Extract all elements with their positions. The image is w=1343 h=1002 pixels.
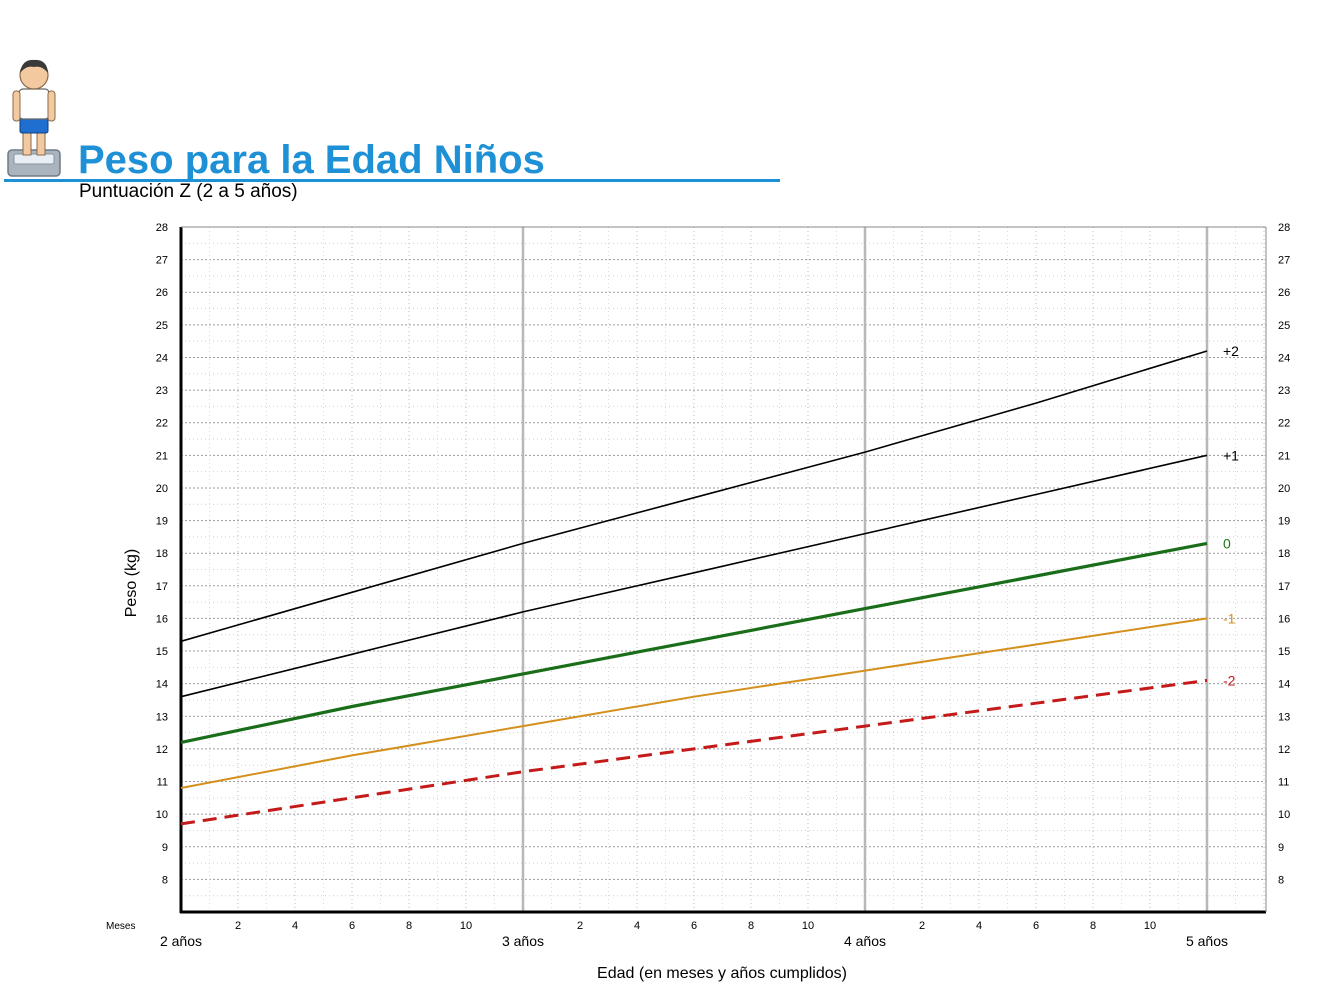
month-tick-label: 2 <box>577 920 583 932</box>
month-tick-label: 4 <box>976 920 982 932</box>
y-tick-label: 26 <box>156 287 168 299</box>
y-tick-label: 20 <box>156 483 168 495</box>
y-tick-label: 25 <box>156 320 168 332</box>
series-label: -1 <box>1223 610 1236 626</box>
y-tick-label-right: 14 <box>1278 679 1290 691</box>
month-tick-label: 2 <box>919 920 925 932</box>
y-tick-label-right: 27 <box>1278 255 1290 267</box>
y-axis-label: Peso (kg) <box>123 549 140 617</box>
y-tick-label-right: 20 <box>1278 483 1290 495</box>
y-tick-label: 21 <box>156 450 168 462</box>
series-label: +1 <box>1223 447 1239 463</box>
y-tick-label-right: 23 <box>1278 385 1290 397</box>
month-tick-label: 8 <box>1090 920 1096 932</box>
y-tick-label-right: 12 <box>1278 744 1290 756</box>
y-tick-label: 24 <box>156 352 168 364</box>
x-axis-label: Edad (en meses y años cumplidos) <box>597 965 847 982</box>
y-tick-label-right: 22 <box>1278 418 1290 430</box>
year-tick-label: 3 años <box>502 933 544 949</box>
y-tick-label-right: 13 <box>1278 711 1290 723</box>
y-tick-label: 10 <box>156 809 168 821</box>
y-tick-label-right: 11 <box>1278 777 1289 789</box>
y-tick-label: 22 <box>156 418 168 430</box>
year-tick-label: 2 años <box>160 933 202 949</box>
y-tick-label: 15 <box>156 646 168 658</box>
month-tick-label: 10 <box>1144 920 1156 932</box>
month-tick-label: 6 <box>349 920 355 932</box>
y-tick-label-right: 21 <box>1278 450 1290 462</box>
month-tick-label: 8 <box>748 920 754 932</box>
series-label: -2 <box>1223 672 1236 688</box>
year-tick-label: 5 años <box>1186 933 1228 949</box>
page-title: Peso para la Edad Niños <box>78 138 545 182</box>
series-line-4 <box>180 678 1208 826</box>
chart-labels: 8 8 9 9 10 10 11 11 12 12 13 13 14 14 15 15 16 16 17 17 18 18… <box>156 222 1291 949</box>
y-tick-label-right: 9 <box>1278 842 1284 854</box>
chart-grid <box>179 226 1266 913</box>
series-line-3 <box>180 617 1208 789</box>
y-tick-label: 12 <box>156 744 168 756</box>
y-tick-label-right: 28 <box>1278 222 1290 234</box>
y-tick-label: 16 <box>156 613 168 625</box>
y-tick-label-right: 19 <box>1278 516 1290 528</box>
y-tick-label-right: 15 <box>1278 646 1290 658</box>
y-tick-label: 8 <box>162 874 168 886</box>
month-tick-label: 4 <box>292 920 298 932</box>
month-tick-label: 6 <box>1033 920 1039 932</box>
page-subtitle: Puntuación Z (2 a 5 años) <box>79 181 298 202</box>
series-line-2 <box>180 541 1208 744</box>
y-tick-label-right: 10 <box>1278 809 1290 821</box>
y-tick-label: 17 <box>156 581 168 593</box>
y-tick-label: 9 <box>162 842 168 854</box>
y-tick-label: 19 <box>156 516 168 528</box>
y-tick-label: 28 <box>156 222 168 234</box>
y-tick-label-right: 24 <box>1278 352 1290 364</box>
y-tick-label: 23 <box>156 385 168 397</box>
y-tick-label: 27 <box>156 255 168 267</box>
month-tick-label: 6 <box>691 920 697 932</box>
title-underline <box>4 179 780 182</box>
y-tick-label-right: 17 <box>1278 581 1290 593</box>
series-label: 0 <box>1223 535 1231 551</box>
series-label: +2 <box>1223 343 1239 359</box>
year-tick-label: 4 años <box>844 933 886 949</box>
y-tick-label-right: 8 <box>1278 874 1284 886</box>
y-tick-label-right: 25 <box>1278 320 1290 332</box>
y-tick-label-right: 18 <box>1278 548 1290 560</box>
y-tick-label-right: 16 <box>1278 613 1290 625</box>
chart-axes <box>179 226 1267 914</box>
y-tick-label: 14 <box>156 679 168 691</box>
boy-on-scale-icon <box>7 59 61 177</box>
y-tick-label: 13 <box>156 711 168 723</box>
series-line-1 <box>180 454 1208 698</box>
month-tick-label: 10 <box>460 920 472 932</box>
chart-series <box>180 350 1208 826</box>
month-tick-label: 4 <box>634 920 640 932</box>
months-label: Meses <box>106 921 135 932</box>
month-tick-label: 2 <box>235 920 241 932</box>
y-tick-label-right: 26 <box>1278 287 1290 299</box>
month-tick-label: 10 <box>802 920 814 932</box>
series-line-0 <box>180 350 1208 643</box>
y-tick-label: 11 <box>157 777 168 789</box>
month-tick-label: 8 <box>406 920 412 932</box>
y-tick-label: 18 <box>156 548 168 560</box>
